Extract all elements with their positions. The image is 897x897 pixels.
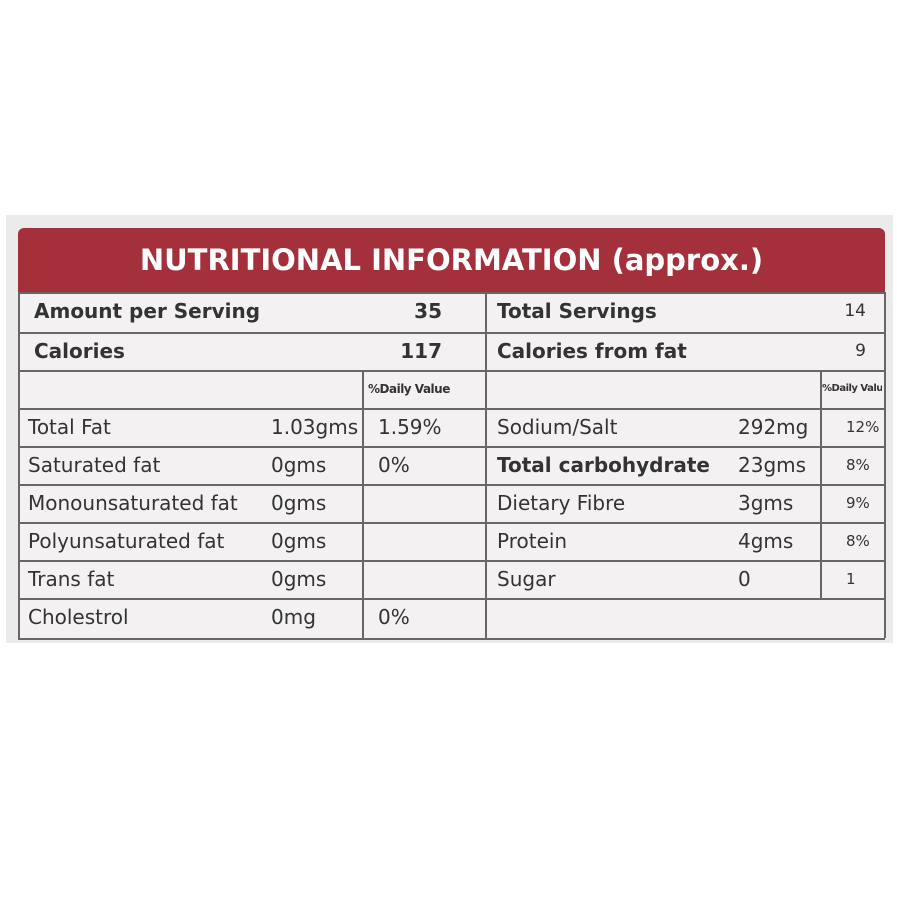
nutrient-amount: 0gms (271, 567, 327, 591)
nutrient-label: Monounsaturated fat (28, 491, 238, 515)
nutrient-label: Total Fat (28, 415, 111, 439)
nutrient-amount: 0gms (271, 453, 327, 477)
nutrient-daily-value: 1.59% (378, 415, 442, 439)
nutrient-label: Sugar (497, 567, 556, 591)
nutrient-amount: 0gms (271, 491, 327, 515)
nutrient-amount: 23gms (738, 453, 807, 477)
row-line (18, 522, 885, 524)
nutrient-amount: 0gms (271, 529, 327, 553)
nutrient-label: Trans fat (28, 567, 115, 591)
summary-label: Calories (34, 339, 125, 363)
nutrient-daily-value: 0% (378, 605, 410, 629)
nutrient-label: Protein (497, 529, 568, 553)
nutrient-daily-value: 12% (846, 418, 880, 436)
nutrient-amount: 0 (738, 567, 751, 591)
nutrient-daily-value: 0% (378, 453, 410, 477)
column-header: %Daily Value (822, 383, 882, 394)
nutrient-amount: 4gms (738, 529, 794, 553)
col-line (884, 292, 886, 638)
summary-label: Calories from fat (497, 339, 687, 363)
nutrient-daily-value: 9% (846, 494, 870, 512)
summary-value: 14 (844, 301, 866, 321)
row-line (18, 446, 885, 448)
summary-label: Amount per Serving (34, 299, 261, 323)
nutrient-daily-value: 1 (846, 570, 856, 588)
nutrient-label: Cholestrol (28, 605, 129, 629)
summary-value: 35 (414, 299, 442, 323)
col-line (485, 292, 487, 638)
row-line (18, 560, 885, 562)
summary-label: Total Servings (497, 299, 657, 323)
row-line (18, 408, 885, 410)
nutrient-label: Dietary Fibre (497, 491, 626, 515)
nutrient-daily-value: 8% (846, 532, 870, 550)
title: NUTRITIONAL INFORMATION (approx.) (18, 228, 885, 292)
nutrient-label: Saturated fat (28, 453, 161, 477)
row-line (18, 292, 885, 294)
nutrient-label: Polyunsaturated fat (28, 529, 225, 553)
col-line (18, 292, 20, 638)
row-line (18, 638, 885, 640)
label (18, 228, 885, 638)
nutrient-amount: 1.03gms (271, 415, 359, 439)
nutrient-label: Sodium/Salt (497, 415, 618, 439)
nutrient-amount: 0mg (271, 605, 316, 629)
summary-value: 9 (855, 341, 866, 361)
row-line (18, 598, 885, 600)
nutrient-daily-value: 8% (846, 456, 870, 474)
summary-value: 117 (400, 339, 442, 363)
nutrient-amount: 292mg (738, 415, 809, 439)
nutrient-label: Total carbohydrate (497, 453, 710, 477)
column-header: %Daily Value (368, 382, 450, 396)
row-line (18, 484, 885, 486)
row-line (18, 332, 885, 334)
row-line (18, 370, 885, 372)
nutrient-amount: 3gms (738, 491, 794, 515)
col-line (820, 370, 822, 598)
col-line (362, 370, 364, 638)
